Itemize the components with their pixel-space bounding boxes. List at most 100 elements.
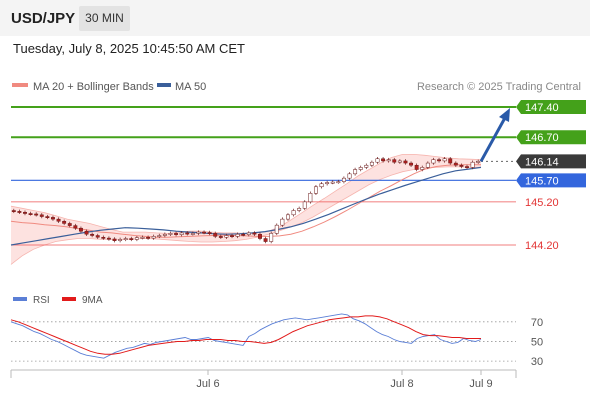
candle-body xyxy=(196,231,201,234)
ma50-legend-swatch xyxy=(157,83,171,87)
candle-body xyxy=(459,164,464,167)
candle-body xyxy=(263,238,268,242)
forecast-arrow xyxy=(479,115,508,163)
rsi-pane: 70 50 30 xyxy=(10,313,543,368)
level-label: 145.70 xyxy=(525,175,559,187)
candle-body xyxy=(78,227,83,232)
candle-body xyxy=(129,238,134,240)
source-credit: Research © 2025 Trading Central xyxy=(417,81,581,93)
candle-body xyxy=(347,173,352,179)
candle-body xyxy=(168,233,173,235)
candle-body xyxy=(207,232,212,234)
candle-body xyxy=(23,211,27,214)
candle-body xyxy=(56,218,61,222)
level-tag xyxy=(516,100,586,114)
candle-body xyxy=(235,233,240,237)
candle-body xyxy=(414,164,419,170)
forecast-arrowhead xyxy=(499,108,510,122)
level-label: 144.20 xyxy=(525,240,559,252)
rsi-ma-line xyxy=(10,315,481,355)
candle-body xyxy=(336,181,341,184)
candle-body xyxy=(34,213,39,216)
x-tick-label: Jul 9 xyxy=(469,378,492,390)
level-tag xyxy=(516,130,586,145)
candle-body xyxy=(106,237,111,240)
candle-body xyxy=(246,232,251,235)
ma50-legend-label: MA 50 xyxy=(175,81,206,93)
candle-body xyxy=(51,217,55,220)
candle-body xyxy=(151,236,156,239)
x-tick-label: Jul 8 xyxy=(390,378,413,390)
candle-body xyxy=(241,233,246,236)
level-label: 145.20 xyxy=(525,197,559,209)
chart-header: USD/JPY 30 MIN xyxy=(0,0,590,36)
rsi-legend-label: RSI xyxy=(33,295,50,306)
candle-body xyxy=(476,161,481,163)
candle-body xyxy=(258,233,262,239)
candle-body xyxy=(218,236,223,238)
rsi-legend-swatch xyxy=(13,297,27,301)
candle-body xyxy=(39,214,44,217)
candle-body xyxy=(274,224,279,234)
candle-body xyxy=(123,238,128,240)
candle-body xyxy=(465,166,469,168)
timeframe-button[interactable]: 30 MIN xyxy=(79,6,130,31)
candle-body xyxy=(297,208,302,211)
candle-body xyxy=(140,236,145,239)
candle-body xyxy=(392,159,397,163)
candle-body xyxy=(442,158,447,162)
candle-body xyxy=(62,221,67,224)
candle-body xyxy=(425,162,430,168)
rsi-ma-legend-label: 9MA xyxy=(82,295,103,306)
candle-body xyxy=(67,223,72,226)
candle-body xyxy=(84,230,89,235)
candle-body xyxy=(381,158,386,162)
candle-body xyxy=(302,201,307,209)
candle-body xyxy=(420,167,425,170)
candle-body xyxy=(353,169,358,175)
rsi-ma-legend-swatch xyxy=(62,297,76,301)
ma50-line xyxy=(10,166,482,246)
candle-body xyxy=(213,233,218,237)
candle-body xyxy=(341,177,346,182)
rsi-tick-label: 70 xyxy=(531,317,543,329)
price-pane: 147.40 146.70 146.14 145.70 145.20 144.20 xyxy=(10,100,586,265)
candle-body xyxy=(17,211,22,213)
candle-body xyxy=(291,210,296,216)
bollinger-lower-line xyxy=(10,166,481,265)
candle-body xyxy=(453,162,458,166)
candle-body xyxy=(73,225,78,229)
candle-body xyxy=(190,233,195,235)
candle-body xyxy=(386,159,391,162)
candle-body xyxy=(146,236,151,239)
candle-body xyxy=(330,181,335,184)
chart-timestamp: Tuesday, July 8, 2025 10:45:50 AM CET xyxy=(13,41,245,56)
candle-body xyxy=(252,232,257,235)
candle-body xyxy=(174,233,179,235)
candle-body xyxy=(112,238,117,241)
candle-body xyxy=(230,235,234,237)
x-tick-label: Jul 6 xyxy=(196,378,219,390)
candle-body xyxy=(286,214,290,220)
candle-body xyxy=(185,232,190,235)
candle-body xyxy=(364,164,369,168)
candle-body xyxy=(280,218,285,226)
level-tag xyxy=(516,173,586,188)
candle-body xyxy=(369,161,374,166)
candle-body xyxy=(202,231,206,234)
ma20-legend-swatch xyxy=(12,83,28,87)
candle-body xyxy=(448,158,453,164)
ma20-legend-label: MA 20 + Bollinger Bands xyxy=(33,81,154,93)
candle-body xyxy=(319,183,324,188)
rsi-tick-label: 30 xyxy=(531,356,543,368)
candle-body xyxy=(269,233,274,242)
level-label: 147.40 xyxy=(525,102,559,114)
candle-body xyxy=(403,160,408,164)
candle-body xyxy=(431,159,436,164)
candle-body xyxy=(308,193,313,203)
level-label: 146.14 xyxy=(525,156,559,168)
candle-body xyxy=(179,232,184,235)
bollinger-band-fill xyxy=(11,154,481,265)
candle-body xyxy=(95,235,100,238)
